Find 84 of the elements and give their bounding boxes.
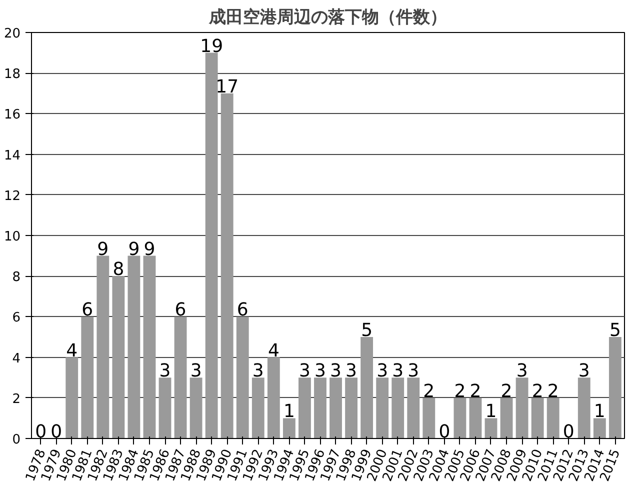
data-label: 3 [252,360,264,382]
data-label: 3 [330,360,342,382]
bar [360,337,374,438]
data-label: 3 [298,360,310,382]
data-label: 0 [562,422,574,442]
y-tick-label: 14 [4,148,21,164]
bar [236,316,249,438]
data-label: 3 [346,360,358,382]
data-label: 5 [609,320,621,341]
data-label: 2 [500,380,512,402]
bar [190,378,202,438]
data-label: 3 [516,360,528,382]
y-tick-label: 0 [12,432,21,448]
data-label: 2 [470,380,482,402]
data-label: 3 [392,360,404,382]
data-label: 2 [423,380,435,402]
data-label: 2 [532,380,544,402]
bar [422,398,436,438]
y-tick-label: 16 [4,108,21,123]
data-label: 4 [268,340,280,362]
y-tick-label: 18 [4,67,21,82]
bar [469,398,482,438]
data-label: 2 [454,380,466,402]
data-label: 9 [128,238,140,260]
y-tick-label: 10 [4,230,21,244]
data-label: 9 [97,238,109,260]
y-tick-label: 8 [12,270,21,286]
data-label: 17 [216,76,239,98]
y-tick-label: 20 [4,26,21,42]
bar [345,378,358,438]
bar [143,256,156,438]
bar [546,398,560,438]
data-label: 3 [408,360,420,382]
bar [220,93,234,438]
bar [252,378,264,438]
data-label: 1 [594,401,606,422]
data-label: 0 [438,422,450,442]
data-label: 0 [35,422,47,442]
bar [112,276,125,438]
data-label: 19 [200,36,224,57]
data-label: 1 [283,401,295,422]
bar [96,256,110,438]
bar [516,378,528,438]
bar [267,357,280,438]
chart-title: 成田空港周辺の落下物（件数） [208,8,447,28]
bar [158,378,172,438]
data-label: 5 [361,320,373,341]
data-label: 6 [236,300,248,321]
y-tick-label: 12 [4,188,21,204]
data-label: 2 [547,380,559,402]
y-tick-label: 2 [12,392,21,407]
bar [454,398,466,438]
data-label: 3 [578,360,590,382]
bar [298,378,311,438]
y-tick-label: 4 [12,351,21,366]
data-label: 6 [82,300,94,321]
data-label: 3 [190,360,202,382]
bar [66,357,78,438]
y-tick-label: 6 [12,310,21,326]
bar [174,316,187,438]
data-label: 8 [112,259,124,280]
bar [392,378,404,438]
data-label: 9 [144,238,156,260]
bar [376,378,389,438]
data-label: 3 [314,360,326,382]
bar [128,256,140,438]
bar [81,316,94,438]
bar [608,337,622,438]
bar [578,378,590,438]
data-label: 3 [376,360,388,382]
bar [282,418,296,438]
data-label: 3 [159,360,171,382]
bar [593,418,606,438]
data-label: 4 [66,340,78,362]
bar [500,398,513,438]
data-label: 6 [174,300,186,321]
data-label: 1 [485,401,497,422]
bar [314,378,326,438]
bar [531,398,544,438]
bar [205,52,218,438]
bar [330,378,342,438]
bar [407,378,420,438]
bar [484,418,498,438]
data-label: 0 [50,422,62,442]
